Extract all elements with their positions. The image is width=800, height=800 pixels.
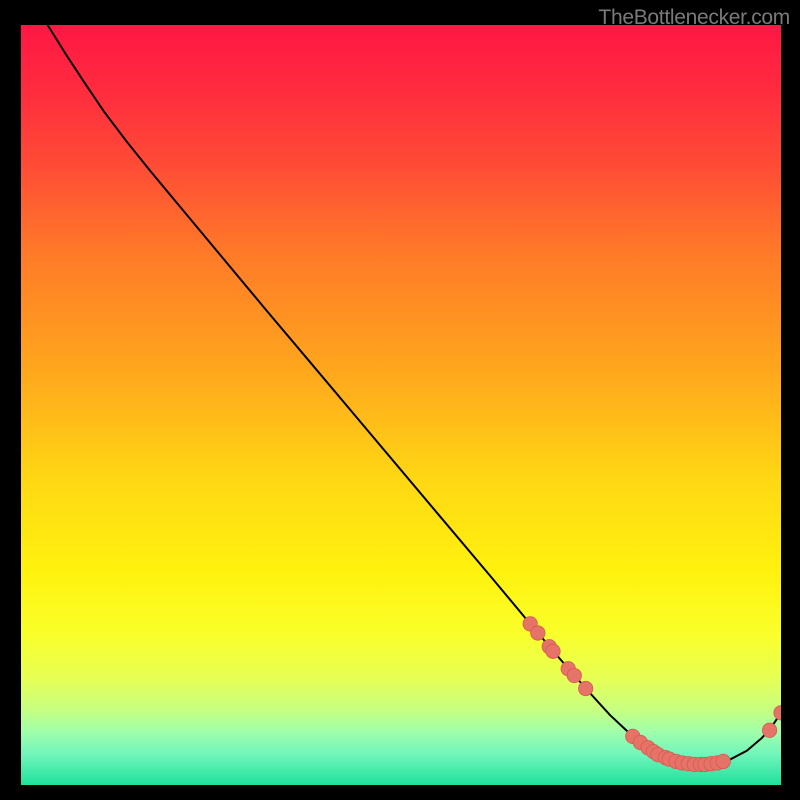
plot-area bbox=[21, 25, 781, 785]
data-marker bbox=[774, 706, 781, 720]
data-marker bbox=[762, 723, 776, 737]
data-marker bbox=[716, 754, 730, 768]
marker-group bbox=[523, 617, 781, 772]
data-marker bbox=[531, 626, 545, 640]
data-marker bbox=[567, 668, 581, 682]
chart-svg bbox=[21, 25, 781, 785]
data-marker bbox=[546, 644, 560, 658]
data-marker bbox=[578, 681, 592, 695]
curve-path bbox=[48, 25, 781, 764]
